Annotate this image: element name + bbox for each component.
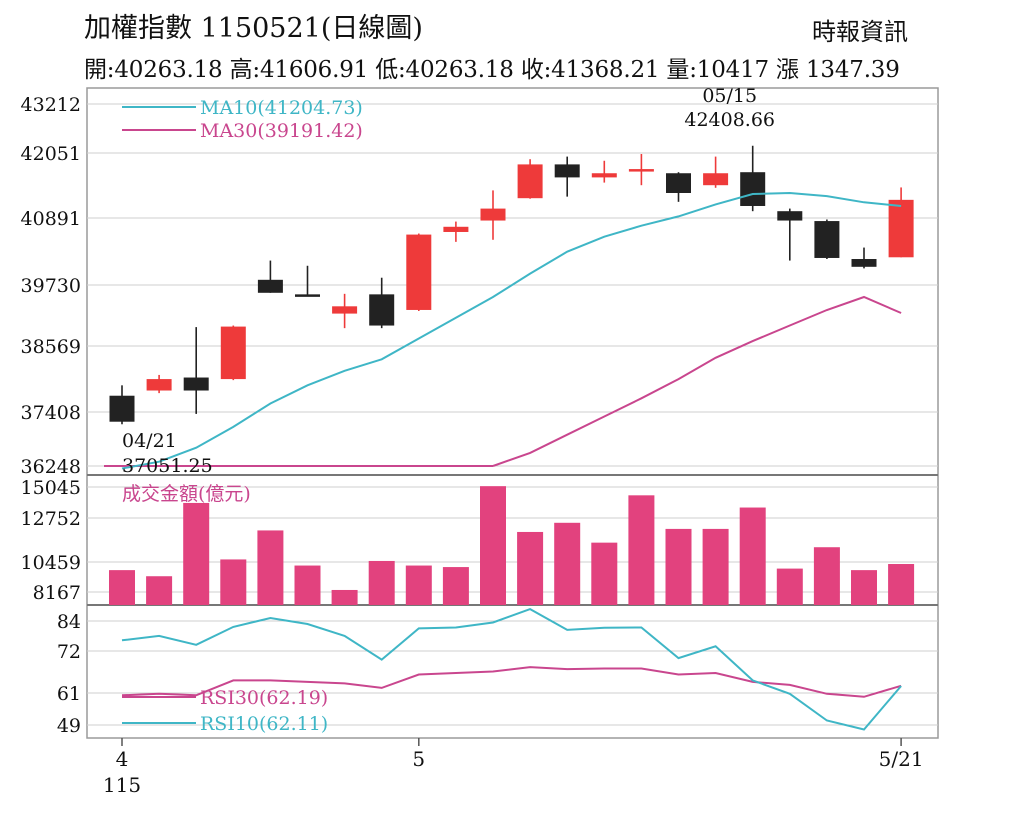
x-tick-label: 5 <box>412 747 425 771</box>
price-tick-label: 38569 <box>21 336 81 358</box>
volume-bar <box>294 565 321 605</box>
volume-bar <box>888 564 915 605</box>
ma10-legend-label: MA10(41204.73) <box>200 97 363 119</box>
price-tick-label: 42051 <box>21 143 81 165</box>
ma10-line <box>121 191 902 470</box>
volume-bar <box>851 570 877 605</box>
candle-up <box>517 164 543 199</box>
candle-up <box>703 173 729 186</box>
low-annotation-value: 37051.25 <box>122 455 213 477</box>
candle-down <box>740 172 766 206</box>
candle-down <box>369 294 395 326</box>
volume-tick-label: 8167 <box>33 582 81 604</box>
candle-down <box>851 259 877 267</box>
volume-bar <box>702 528 729 605</box>
plot-frame <box>86 87 939 739</box>
volume-tick-label: 10459 <box>21 552 81 574</box>
volume-bar <box>183 502 210 605</box>
volume-bar <box>813 547 840 605</box>
price-tick-label: 37408 <box>21 402 81 424</box>
price-tick-label: 43212 <box>21 94 81 116</box>
volume-bar <box>554 522 581 605</box>
candle-up <box>146 379 172 391</box>
rsi-tick-label: 84 <box>57 611 81 633</box>
volume-panel-title: 成交金額(億元) <box>122 483 251 505</box>
candle-down <box>183 377 209 391</box>
volume-bar <box>109 570 135 605</box>
ohlc-summary: 開:40263.18 高:41606.91 低:40263.18 收:41368… <box>84 57 900 83</box>
rsi30-line <box>121 666 902 698</box>
candle-down <box>257 279 283 293</box>
volume-bar <box>739 507 766 605</box>
candle-up <box>443 226 469 232</box>
rsi-tick-label: 61 <box>57 683 81 705</box>
candle-down <box>109 395 135 422</box>
candle-down <box>777 211 803 221</box>
volume-bar <box>442 567 469 605</box>
candle-up <box>332 306 358 314</box>
volume-bar <box>405 565 432 605</box>
candle-down <box>666 173 691 193</box>
volume-bar <box>591 542 618 605</box>
x-tick-label: 5/21 <box>879 747 924 771</box>
x-year-label: 115 <box>103 773 141 797</box>
rsi10-line <box>121 608 902 731</box>
rsi10-legend-label: RSI10(62.11) <box>200 713 328 735</box>
candle-up <box>406 234 432 310</box>
candle-up <box>591 173 617 178</box>
source-label: 時報資訊 <box>812 18 908 46</box>
x-tick-label: 4 <box>116 747 129 771</box>
high-annotation-value: 42408.66 <box>684 109 775 131</box>
rsi-tick-label: 49 <box>57 715 81 737</box>
high-annotation-date: 05/15 <box>702 85 757 107</box>
low-annotation-date: 04/21 <box>122 430 177 452</box>
volume-tick-label: 12752 <box>21 508 81 530</box>
candle-up <box>628 169 654 172</box>
rsi-tick-label: 72 <box>57 641 81 663</box>
volume-bar <box>220 559 247 605</box>
volume-bar <box>628 495 655 605</box>
price-tick-label: 36248 <box>21 456 81 478</box>
candle-up <box>480 208 506 221</box>
candle-down <box>814 221 840 258</box>
candle-up <box>220 326 246 380</box>
volume-bar <box>331 589 358 605</box>
price-tick-label: 39730 <box>21 275 81 297</box>
ma30-line <box>492 295 902 467</box>
volume-bar <box>480 486 506 605</box>
volume-bar <box>665 528 692 605</box>
volume-bar <box>368 560 395 605</box>
volume-bar <box>776 568 803 605</box>
chart-title: 加權指數 1150521(日線圖) <box>84 13 423 44</box>
candle-down <box>295 294 320 297</box>
ma30-legend-label: MA30(39191.42) <box>200 120 363 142</box>
volume-bar <box>146 576 173 605</box>
volume-tick-label: 15045 <box>21 477 81 499</box>
volume-bar <box>517 531 544 605</box>
volume-bar <box>257 530 284 605</box>
candle-up <box>888 199 914 258</box>
rsi30-legend-label: RSI30(62.19) <box>200 687 328 709</box>
price-tick-label: 40891 <box>21 208 81 230</box>
candle-down <box>554 164 580 178</box>
